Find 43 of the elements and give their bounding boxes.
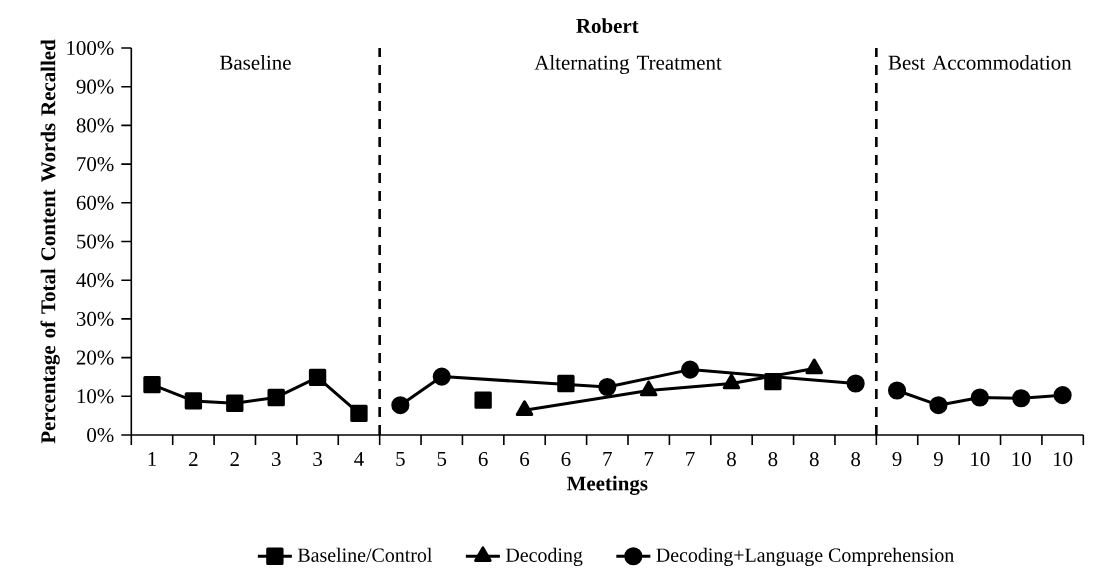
x-tick-label: 8 [851, 452, 861, 467]
chart-title: Robert [576, 18, 639, 34]
legend-label: Decoding+Language Comprehension [656, 547, 954, 566]
x-tick-label: 2 [230, 452, 239, 466]
x-tick-label: 1 [148, 452, 156, 466]
y-tick-label: 0% [87, 427, 114, 443]
y-tick-label: 70% [77, 157, 114, 172]
x-tick-label: 6 [478, 452, 488, 467]
x-axis-title: Meetings [566, 475, 648, 495]
x-tick-label: 8 [809, 452, 819, 467]
y-tick-label: 40% [76, 273, 114, 288]
x-tick-label: 5 [437, 452, 447, 466]
x-tick-label: 8 [727, 452, 736, 467]
legend-label: Baseline/Control [297, 547, 433, 562]
annotation: Baseline [220, 55, 291, 70]
x-tick-label: 10 [971, 452, 990, 467]
y-tick-label: 50% [77, 234, 114, 249]
x-tick-label: 6 [561, 452, 571, 467]
x-tick-label: 10 [1054, 452, 1073, 467]
legend-label: Decoding [505, 547, 583, 566]
x-tick-label: 9 [892, 452, 902, 467]
x-tick-label: 6 [520, 452, 530, 467]
y-tick-label: 90% [76, 79, 114, 94]
y-tick-label: 100% [67, 40, 114, 56]
x-tick-label: 5 [396, 452, 405, 466]
x-tick-label: 3 [313, 452, 322, 467]
annotation: Alternating Treatment [534, 55, 722, 75]
x-tick-label: 3 [271, 452, 281, 467]
y-tick-label: 30% [76, 311, 114, 326]
x-tick-label: 4 [354, 452, 364, 466]
y-tick-label: 60% [76, 195, 114, 210]
x-tick-label: 2 [189, 452, 198, 466]
x-tick-label: 8 [768, 452, 778, 467]
y-tick-label: 80% [76, 118, 114, 133]
x-tick-label: 7 [644, 452, 654, 466]
y-tick-label: 10% [77, 389, 114, 404]
x-tick-label: 10 [1012, 452, 1031, 467]
annotation: Best Accommodation [888, 55, 1072, 70]
x-tick-label: 7 [603, 452, 612, 466]
x-tick-label: 7 [686, 452, 695, 466]
y-axis-title: Percentage of Total Content Words Recalled [40, 39, 60, 444]
x-tick-label: 9 [933, 452, 943, 467]
y-tick-label: 20% [76, 350, 114, 365]
